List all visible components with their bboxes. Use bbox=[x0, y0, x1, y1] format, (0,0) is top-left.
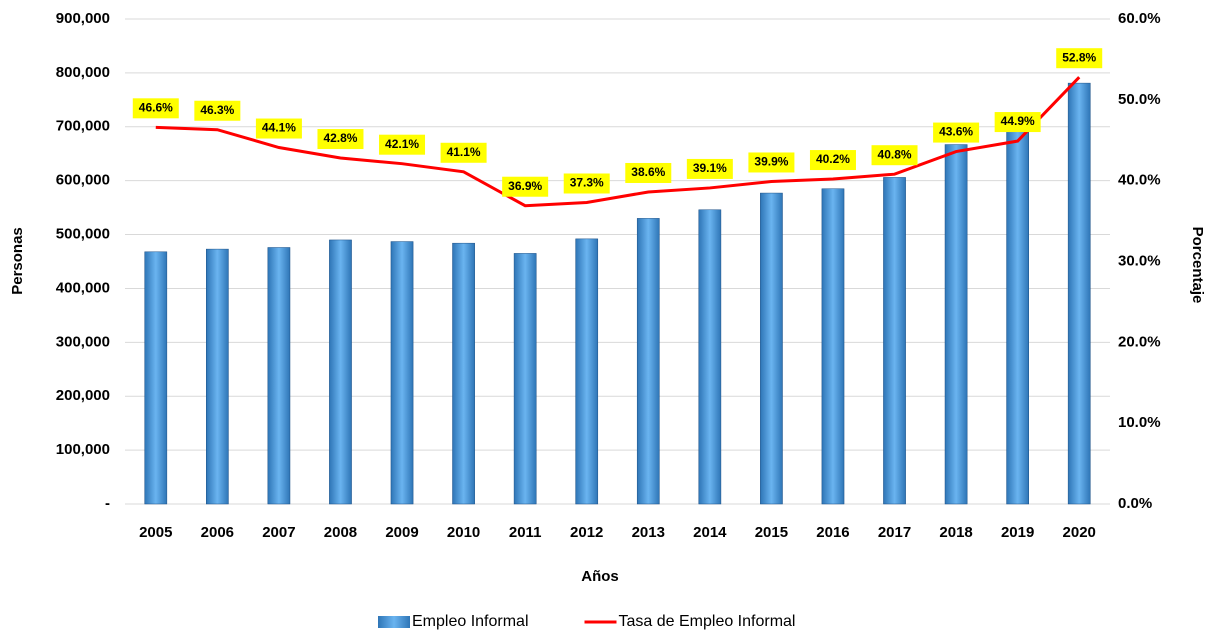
data-label: 46.3% bbox=[200, 103, 234, 117]
x-tick-label: 2011 bbox=[509, 524, 542, 541]
legend-label: Tasa de Empleo Informal bbox=[619, 613, 796, 630]
data-label: 40.2% bbox=[816, 152, 850, 166]
data-label: 37.3% bbox=[570, 176, 604, 190]
data-label-bg bbox=[871, 145, 918, 166]
y-tick-label: 200,000 bbox=[56, 387, 110, 404]
y-tick-label: 900,000 bbox=[56, 10, 110, 27]
data-label: 42.1% bbox=[385, 137, 419, 151]
data-label-bg bbox=[994, 112, 1041, 133]
bar bbox=[575, 238, 599, 505]
bar bbox=[144, 251, 168, 505]
x-tick-label: 2018 bbox=[939, 524, 972, 541]
x-tick-label: 2008 bbox=[324, 524, 357, 541]
x-axis-label: Años bbox=[581, 568, 619, 585]
bar bbox=[390, 241, 414, 505]
y-tick-label: 700,000 bbox=[56, 118, 110, 135]
data-label: 38.6% bbox=[631, 165, 665, 179]
legend-label: Empleo Informal bbox=[412, 613, 529, 630]
x-tick-label: 2013 bbox=[632, 524, 665, 541]
y-tick-label: 800,000 bbox=[56, 64, 110, 81]
x-tick-label: 2020 bbox=[1063, 524, 1096, 541]
data-label-bg bbox=[194, 100, 241, 121]
y2-tick-label: 30.0% bbox=[1118, 252, 1161, 269]
y2-tick-label: 40.0% bbox=[1118, 172, 1161, 189]
y2-axis-label: Porcentaje bbox=[1189, 227, 1206, 304]
data-label-bg bbox=[563, 173, 610, 194]
x-tick-label: 2006 bbox=[201, 524, 234, 541]
y-tick-label: 400,000 bbox=[56, 279, 110, 296]
y2-tick-label: 50.0% bbox=[1118, 91, 1161, 108]
x-tick-label: 2007 bbox=[262, 524, 295, 541]
bar bbox=[760, 192, 783, 505]
bar bbox=[206, 248, 229, 505]
data-label-bg bbox=[317, 129, 364, 150]
bar bbox=[1067, 82, 1091, 505]
line bbox=[155, 76, 1081, 208]
data-label: 43.6% bbox=[939, 125, 973, 139]
legend-swatch bbox=[378, 616, 410, 628]
data-label: 39.9% bbox=[754, 155, 788, 169]
y-tick-label: 600,000 bbox=[56, 172, 110, 189]
data-label-bg bbox=[748, 152, 795, 173]
y-tick-label: 500,000 bbox=[56, 226, 110, 243]
x-tick-label: 2014 bbox=[693, 524, 727, 541]
y2-tick-label: 10.0% bbox=[1118, 414, 1161, 431]
data-label: 39.1% bbox=[693, 161, 727, 175]
data-label-bg bbox=[132, 98, 179, 119]
bar bbox=[821, 188, 845, 505]
y-tick-label: - bbox=[105, 495, 110, 512]
x-tick-label: 2015 bbox=[755, 524, 788, 541]
x-tick-label: 2010 bbox=[447, 524, 480, 541]
data-label-bg bbox=[686, 158, 733, 179]
data-label-bg bbox=[1056, 48, 1103, 69]
x-tick-label: 2017 bbox=[878, 524, 911, 541]
data-label: 44.9% bbox=[1001, 114, 1035, 128]
data-label: 41.1% bbox=[447, 145, 481, 159]
bar bbox=[452, 242, 475, 505]
y2-tick-label: 60.0% bbox=[1118, 10, 1161, 27]
bar bbox=[698, 209, 722, 505]
bar bbox=[883, 177, 906, 505]
x-tick-label: 2005 bbox=[139, 524, 172, 541]
y2-tick-label: 20.0% bbox=[1118, 333, 1161, 350]
data-label-bg bbox=[502, 176, 549, 197]
x-tick-label: 2016 bbox=[816, 524, 849, 541]
bar bbox=[329, 239, 352, 505]
bar bbox=[1006, 129, 1029, 505]
data-label: 52.8% bbox=[1062, 50, 1096, 64]
x-tick-label: 2009 bbox=[385, 524, 418, 541]
data-label-bg bbox=[255, 118, 302, 139]
data-label: 44.1% bbox=[262, 121, 296, 135]
y-axis-label: Personas bbox=[9, 227, 26, 295]
data-label: 42.8% bbox=[323, 131, 357, 145]
bar bbox=[944, 144, 968, 505]
data-label: 46.6% bbox=[139, 100, 173, 114]
x-tick-label: 2019 bbox=[1001, 524, 1034, 541]
data-label: 36.9% bbox=[508, 179, 542, 193]
y-tick-label: 100,000 bbox=[56, 441, 110, 458]
y2-tick-label: 0.0% bbox=[1118, 495, 1152, 512]
bar bbox=[636, 218, 660, 505]
data-label-bg bbox=[625, 162, 672, 183]
y-tick-label: 300,000 bbox=[56, 333, 110, 350]
data-label: 40.8% bbox=[878, 147, 912, 161]
x-tick-label: 2012 bbox=[570, 524, 603, 541]
data-label-bg bbox=[440, 142, 487, 163]
data-label-bg bbox=[809, 150, 856, 171]
data-label-bg bbox=[379, 134, 426, 155]
bar bbox=[267, 247, 291, 505]
data-label-bg bbox=[933, 122, 980, 143]
bar bbox=[513, 253, 537, 505]
